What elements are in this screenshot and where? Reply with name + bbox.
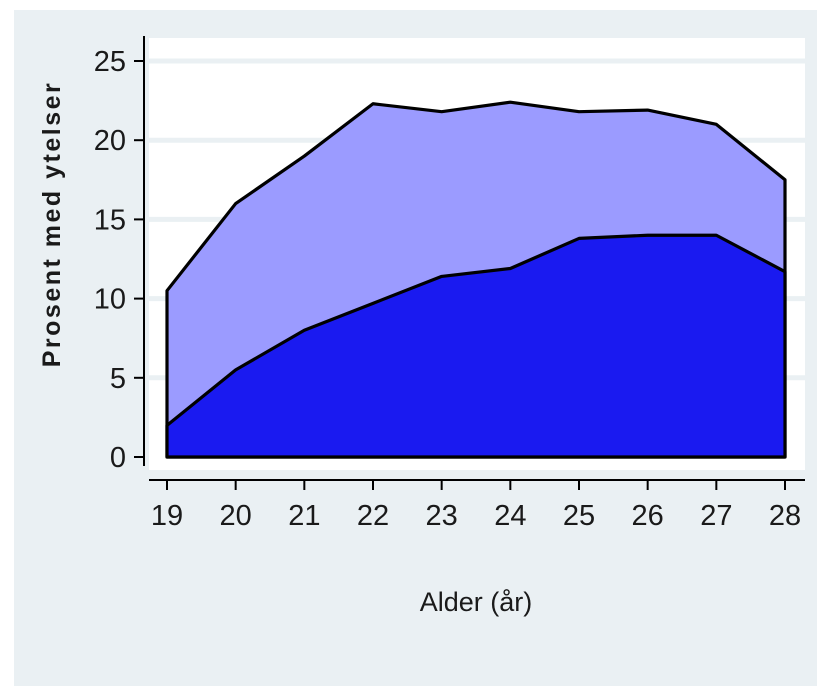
x-tick-label: 28 bbox=[769, 500, 801, 532]
y-axis-title: Prosent med ytelser bbox=[38, 81, 66, 368]
y-tick-label: 10 bbox=[94, 284, 126, 316]
chart-frame: 0 5 10 15 20 25 19 20 21 22 23 24 25 26 27 28 Alder (år… bbox=[14, 10, 817, 686]
y-tick-label: 20 bbox=[94, 125, 126, 157]
axes: 0 5 10 15 20 25 19 20 21 22 23 24 25 26 27 28 bbox=[94, 36, 805, 532]
x-tick-label: 25 bbox=[563, 500, 595, 532]
x-axis-title: Alder (år) bbox=[420, 587, 533, 617]
y-tick-label: 25 bbox=[94, 46, 126, 78]
area-chart: 0 5 10 15 20 25 19 20 21 22 23 24 25 26 27 28 Alder (år… bbox=[38, 36, 805, 617]
x-tick-label: 19 bbox=[151, 500, 183, 532]
x-tick-label: 22 bbox=[357, 500, 389, 532]
y-tick-label: 15 bbox=[94, 204, 126, 236]
y-tick-label: 0 bbox=[110, 442, 126, 474]
x-tick-label: 20 bbox=[220, 500, 252, 532]
area-series bbox=[165, 100, 787, 459]
x-tick-label: 26 bbox=[632, 500, 664, 532]
x-tick-label: 27 bbox=[700, 500, 732, 532]
x-tick-label: 23 bbox=[426, 500, 458, 532]
x-tick-label: 24 bbox=[494, 500, 526, 532]
area-series-lower bbox=[165, 233, 787, 459]
x-tick-label: 21 bbox=[288, 500, 320, 532]
y-tick-label: 5 bbox=[110, 363, 126, 395]
